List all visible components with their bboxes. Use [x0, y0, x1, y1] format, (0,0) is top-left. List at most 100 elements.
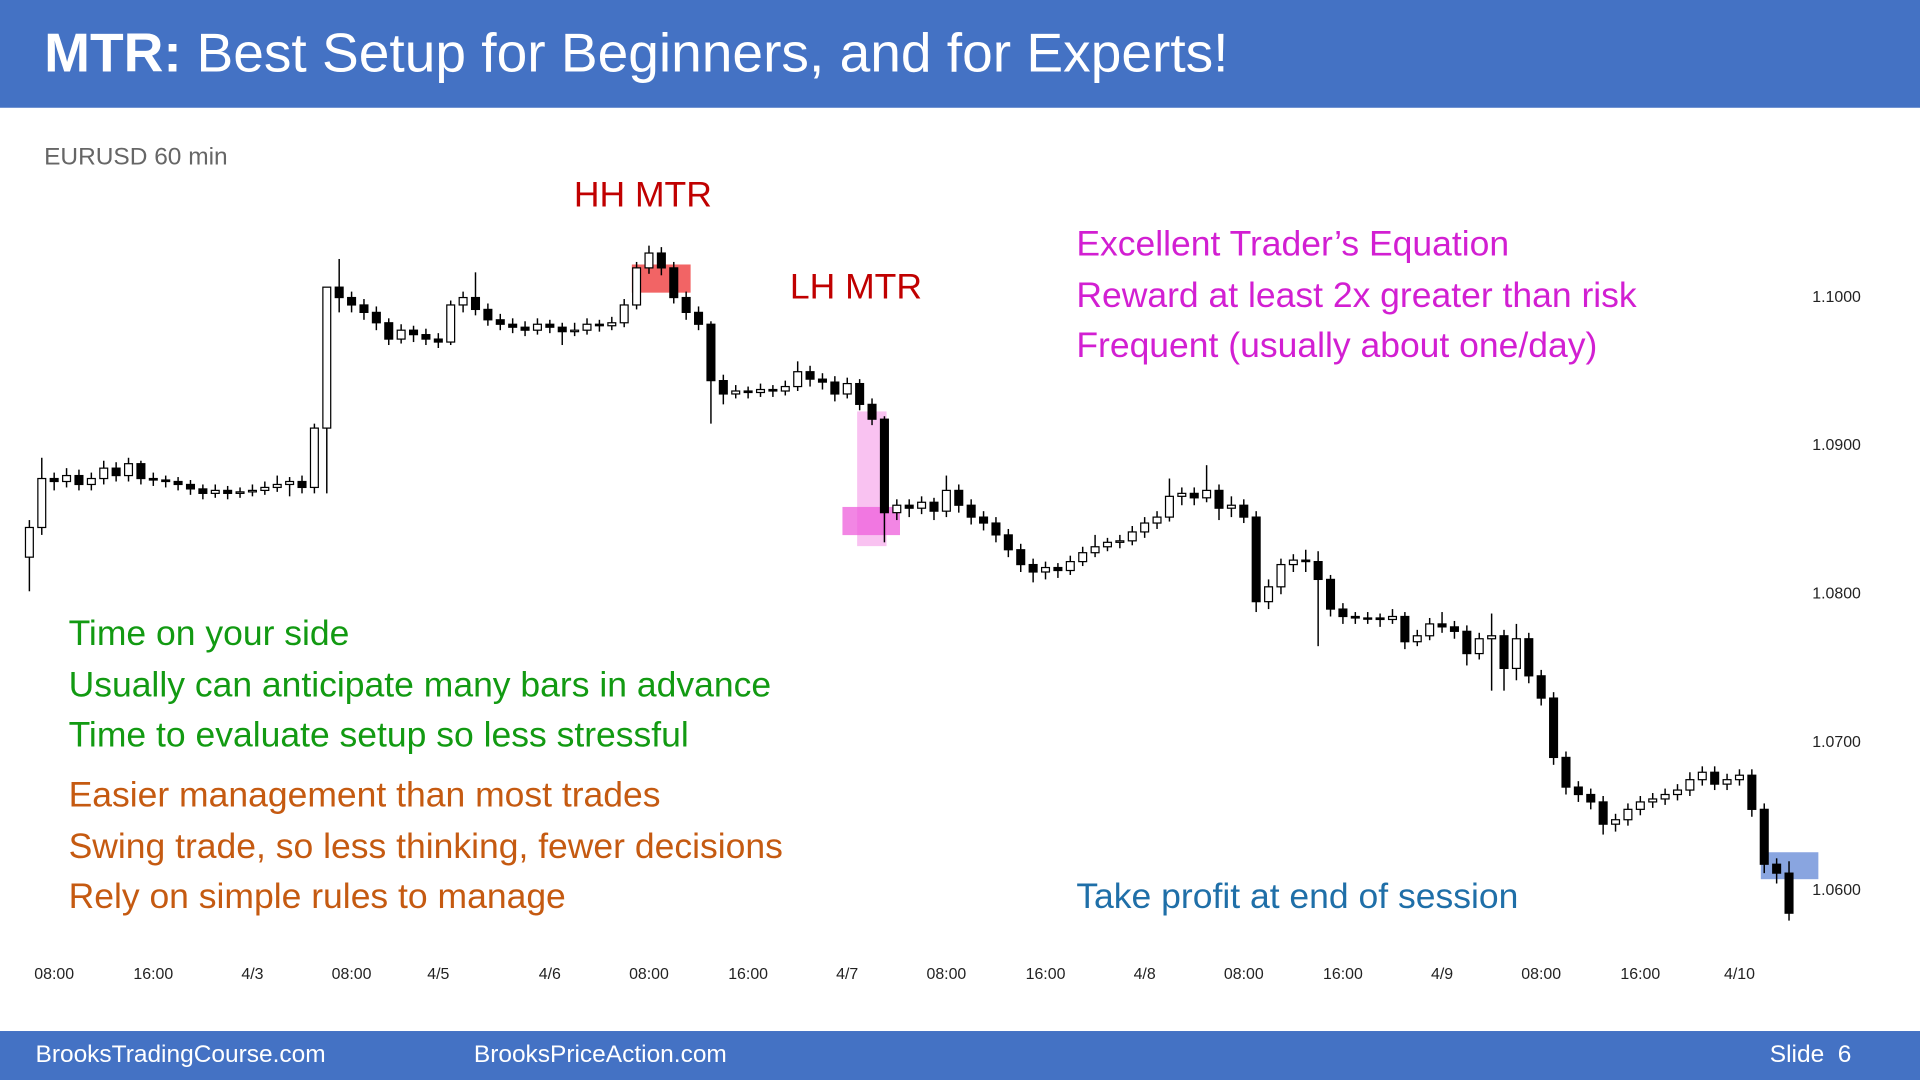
x-tick-label: 08:00	[926, 966, 966, 983]
candle-body	[161, 479, 171, 483]
candle-body	[941, 489, 951, 512]
candle-body	[1772, 863, 1782, 874]
x-tick-label: 16:00	[728, 966, 768, 983]
chart-subtitle: EURUSD 60 min	[44, 143, 228, 170]
candle-body	[495, 319, 505, 325]
candle-body	[359, 304, 369, 313]
annotation: Time on your side	[69, 613, 350, 653]
candle-body	[148, 477, 158, 481]
candle-body	[545, 323, 555, 328]
x-tick-label: 16:00	[1620, 966, 1660, 983]
candle-body	[867, 403, 877, 420]
candle-body	[470, 296, 481, 311]
candle-body	[297, 480, 307, 489]
candle-body	[1313, 560, 1323, 581]
x-tick-label: 4/9	[1431, 966, 1453, 983]
title-bold: MTR:	[44, 21, 182, 83]
candle-body	[892, 504, 902, 514]
candle-body	[74, 474, 84, 486]
lh-highlight	[842, 506, 900, 536]
candle-body	[1202, 489, 1212, 499]
candle-body	[185, 483, 196, 490]
candle-body	[842, 382, 852, 395]
candle-body	[929, 501, 939, 512]
candle-body	[49, 477, 59, 483]
candle-body	[1078, 552, 1088, 563]
candle-body	[99, 467, 109, 480]
candle-body	[1412, 635, 1422, 643]
candle-body	[805, 371, 815, 380]
annotation: HH MTR	[574, 175, 712, 215]
candle-body	[793, 371, 803, 388]
candle-body	[594, 323, 604, 327]
candle-body	[904, 504, 914, 509]
candle-body	[1102, 541, 1113, 548]
candle-body	[1189, 492, 1199, 499]
candle-body	[619, 304, 629, 324]
candle-body	[173, 480, 183, 486]
candle-body	[731, 390, 741, 395]
candle-body	[1028, 563, 1038, 573]
candle-body	[830, 381, 840, 395]
candle-body	[421, 334, 431, 340]
candle-body	[966, 504, 976, 518]
candle-body	[1239, 504, 1249, 518]
y-tick-label: 1.0800	[1812, 585, 1861, 602]
candle-body	[1363, 617, 1373, 620]
y-tick-label: 1.0700	[1812, 734, 1861, 751]
header-bar	[0, 0, 1920, 108]
candle-body	[347, 296, 357, 306]
candle-body	[1115, 540, 1125, 543]
x-tick-label: 16:00	[1026, 966, 1066, 983]
candle-body	[1685, 779, 1695, 791]
candle-body	[1350, 615, 1360, 619]
x-tick-label: 08:00	[1521, 966, 1561, 983]
candle-body	[1251, 516, 1261, 603]
plot: 1.0600 1.0700 1.0800 1.0900 1.1000 08:00 16:00…	[24, 245, 1861, 983]
candle-body	[1747, 774, 1757, 810]
candle-body	[1053, 566, 1063, 572]
candle-body	[260, 486, 270, 492]
candle-body	[1177, 492, 1187, 497]
candle-body	[1734, 774, 1744, 781]
candle-body	[1276, 563, 1286, 588]
candle-body	[1784, 872, 1794, 914]
x-tick-label: 08:00	[629, 966, 669, 983]
candle-body	[123, 463, 134, 477]
candle-body	[1040, 566, 1051, 573]
x-tick-label: 08:00	[34, 966, 74, 983]
x-tick-label: 16:00	[133, 966, 173, 983]
candle-body	[1003, 534, 1013, 551]
candle-body	[632, 267, 642, 306]
candle-body	[409, 329, 419, 336]
candle-body	[322, 286, 332, 429]
candle-body	[458, 296, 468, 306]
x-tick-label: 4/3	[241, 966, 263, 983]
candle-body	[24, 526, 34, 558]
candle-body	[1759, 808, 1769, 865]
candle-body	[991, 522, 1001, 536]
candle-body	[520, 326, 530, 331]
candle-body	[718, 380, 728, 395]
candle-body	[1301, 559, 1311, 563]
candle-body	[272, 483, 282, 489]
candle-body	[1462, 630, 1472, 655]
candle-body	[62, 474, 72, 483]
annotation: Usually can anticipate many bars in adva…	[69, 664, 772, 704]
x-tick-label: 4/6	[539, 966, 561, 983]
candle-body	[755, 388, 766, 394]
candle-body	[1090, 546, 1100, 554]
candle-body	[1710, 771, 1720, 785]
candle-body	[954, 489, 964, 506]
candle-body	[1140, 522, 1150, 533]
annotation: Time to evaluate setup so less stressful	[69, 715, 689, 755]
candle-body	[1387, 615, 1398, 621]
annotation: Take profit at end of session	[1076, 876, 1518, 916]
slide-number: Slide 6	[1770, 1041, 1852, 1068]
x-tick-label: 4/7	[836, 966, 858, 983]
candle-body	[1586, 793, 1596, 803]
candle-body	[1152, 516, 1162, 524]
candle-body	[285, 480, 295, 486]
